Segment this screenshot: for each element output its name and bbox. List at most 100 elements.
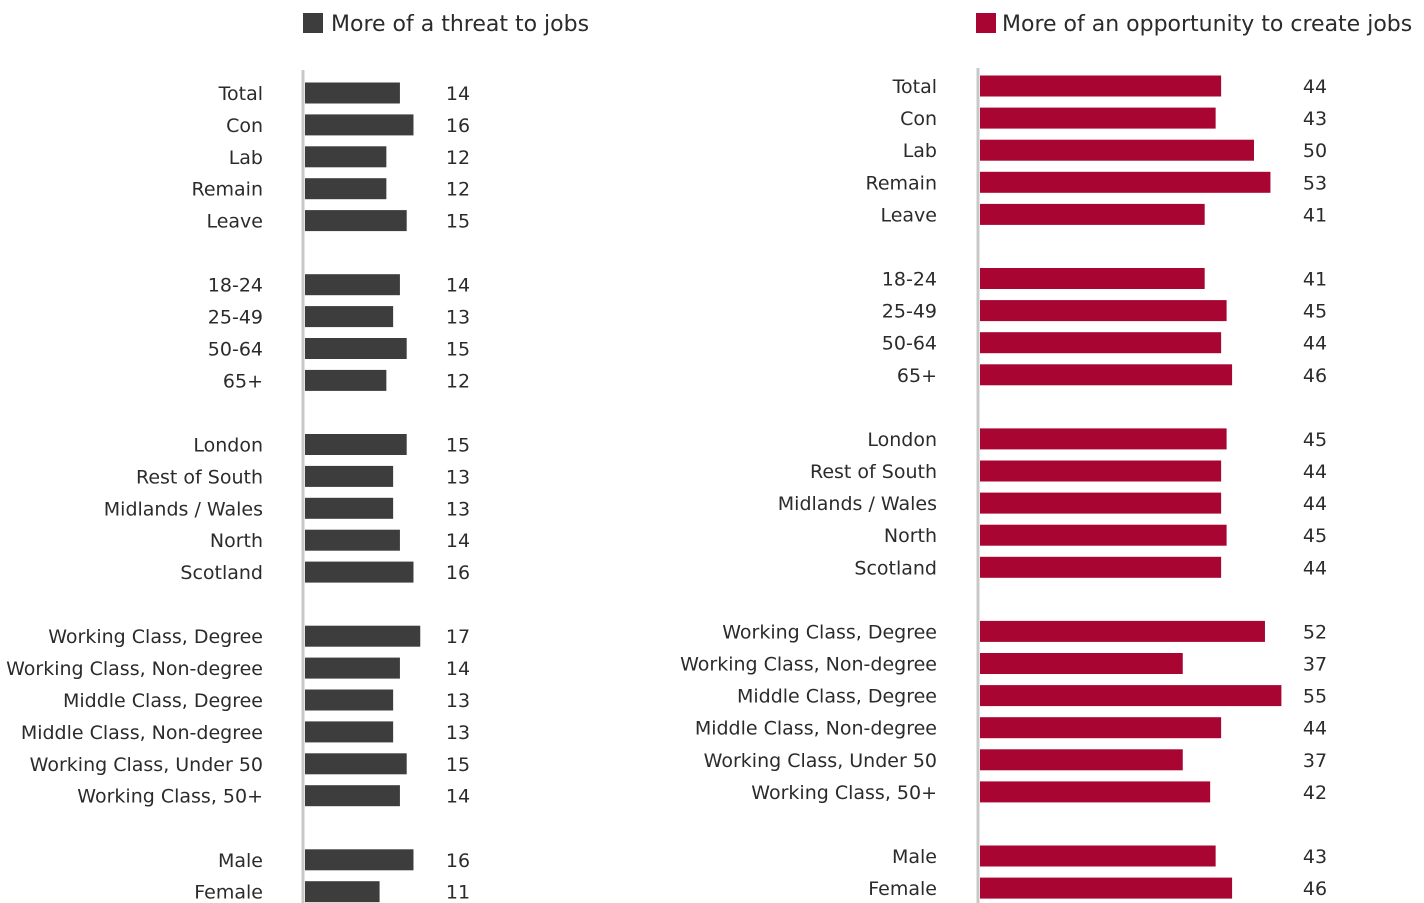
bar — [305, 721, 394, 743]
bar — [980, 268, 1205, 289]
category-label: Female — [868, 878, 937, 900]
data-label: 45 — [1303, 525, 1327, 547]
category-label: London — [867, 429, 937, 451]
bar — [980, 749, 1183, 771]
data-label: 41 — [1303, 204, 1327, 226]
category-label: 18-24 — [208, 275, 263, 297]
category-label: 50-64 — [882, 333, 937, 355]
data-label: 13 — [446, 690, 470, 712]
bar — [980, 364, 1233, 386]
data-label: 44 — [1303, 718, 1327, 740]
data-label: 44 — [1303, 76, 1327, 98]
bar — [305, 210, 407, 232]
category-label: North — [884, 525, 937, 547]
category-label: Total — [892, 76, 937, 98]
data-label: 43 — [1303, 108, 1327, 130]
data-label: 16 — [446, 115, 470, 137]
bar — [305, 274, 400, 296]
category-label: Working Class, Non-degree — [680, 654, 937, 676]
bar — [305, 434, 407, 455]
data-label: 14 — [446, 786, 470, 808]
legend-label: More of a threat to jobs — [331, 12, 589, 37]
bar — [980, 524, 1227, 546]
data-label: 17 — [446, 626, 470, 648]
category-label: Working Class, Degree — [48, 626, 263, 648]
data-label: 12 — [446, 179, 470, 201]
legend-label: More of an opportunity to create jobs — [1002, 12, 1412, 37]
data-label: 44 — [1303, 333, 1327, 355]
bar — [305, 625, 421, 647]
category-label: Midlands / Wales — [778, 493, 937, 515]
bar — [305, 465, 394, 487]
bar — [305, 369, 387, 391]
bar — [305, 689, 394, 711]
category-label: Working Class, 50+ — [751, 782, 937, 804]
data-label: 15 — [446, 435, 470, 457]
bar — [980, 300, 1227, 322]
bar — [980, 653, 1183, 674]
category-label: Lab — [229, 147, 263, 169]
category-label: Remain — [191, 179, 263, 201]
category-label: 25-49 — [882, 301, 937, 323]
category-label: Scotland — [854, 557, 937, 579]
bar — [980, 877, 1233, 899]
category-label: Lab — [903, 140, 937, 162]
bar — [980, 717, 1222, 739]
bar — [305, 146, 387, 168]
data-label: 14 — [446, 275, 470, 297]
category-label: Female — [194, 882, 263, 903]
data-label: 12 — [446, 147, 470, 169]
bar — [305, 338, 407, 359]
bar — [980, 75, 1222, 97]
chart-panel-1: More of a threat to jobs Total 14 Con 16 Lab 1… — [6, 12, 589, 903]
data-label: 15 — [446, 754, 470, 776]
category-label: Working Class, Under 50 — [30, 754, 263, 776]
chart-panel-2: More of an opportunity to create jobs Tot… — [680, 12, 1412, 903]
category-label: 65+ — [897, 365, 937, 387]
category-label: Rest of South — [810, 461, 937, 483]
data-label: 11 — [446, 882, 470, 903]
category-label: Rest of South — [136, 466, 263, 488]
data-label: 13 — [446, 466, 470, 488]
data-label: 42 — [1303, 782, 1327, 804]
data-label: 46 — [1303, 365, 1327, 387]
category-label: Working Class, Non-degree — [6, 658, 263, 680]
data-label: 43 — [1303, 846, 1327, 868]
category-label: Middle Class, Degree — [63, 690, 263, 712]
data-label: 13 — [446, 307, 470, 329]
category-label: Working Class, Degree — [722, 621, 937, 643]
category-label: Middle Class, Non-degree — [695, 718, 937, 740]
data-label: 13 — [446, 722, 470, 744]
legend-swatch — [303, 13, 323, 33]
bar — [980, 492, 1222, 514]
bar — [305, 785, 400, 807]
bar — [980, 620, 1265, 642]
category-label: Scotland — [180, 562, 263, 584]
bar — [305, 561, 414, 583]
data-label: 14 — [446, 658, 470, 680]
bar — [305, 114, 414, 136]
category-label: Con — [226, 115, 263, 137]
category-label: 50-64 — [208, 339, 263, 361]
data-label: 41 — [1303, 269, 1327, 291]
bar — [980, 139, 1254, 161]
data-label: 50 — [1303, 140, 1327, 162]
bar — [980, 203, 1205, 225]
category-label: 18-24 — [882, 269, 937, 291]
category-label: 25-49 — [208, 307, 263, 329]
bar — [980, 685, 1282, 707]
data-label: 46 — [1303, 878, 1327, 900]
data-label: 55 — [1303, 686, 1327, 708]
bar — [305, 881, 380, 903]
data-label: 37 — [1303, 750, 1327, 772]
data-label: 15 — [446, 211, 470, 233]
bar — [305, 497, 394, 519]
data-label: 37 — [1303, 654, 1327, 676]
data-label: 16 — [446, 850, 470, 872]
data-label: 45 — [1303, 301, 1327, 323]
bar — [980, 781, 1211, 803]
bar — [305, 657, 400, 679]
data-label: 15 — [446, 339, 470, 361]
bar — [980, 428, 1227, 450]
legend-swatch — [976, 13, 996, 33]
